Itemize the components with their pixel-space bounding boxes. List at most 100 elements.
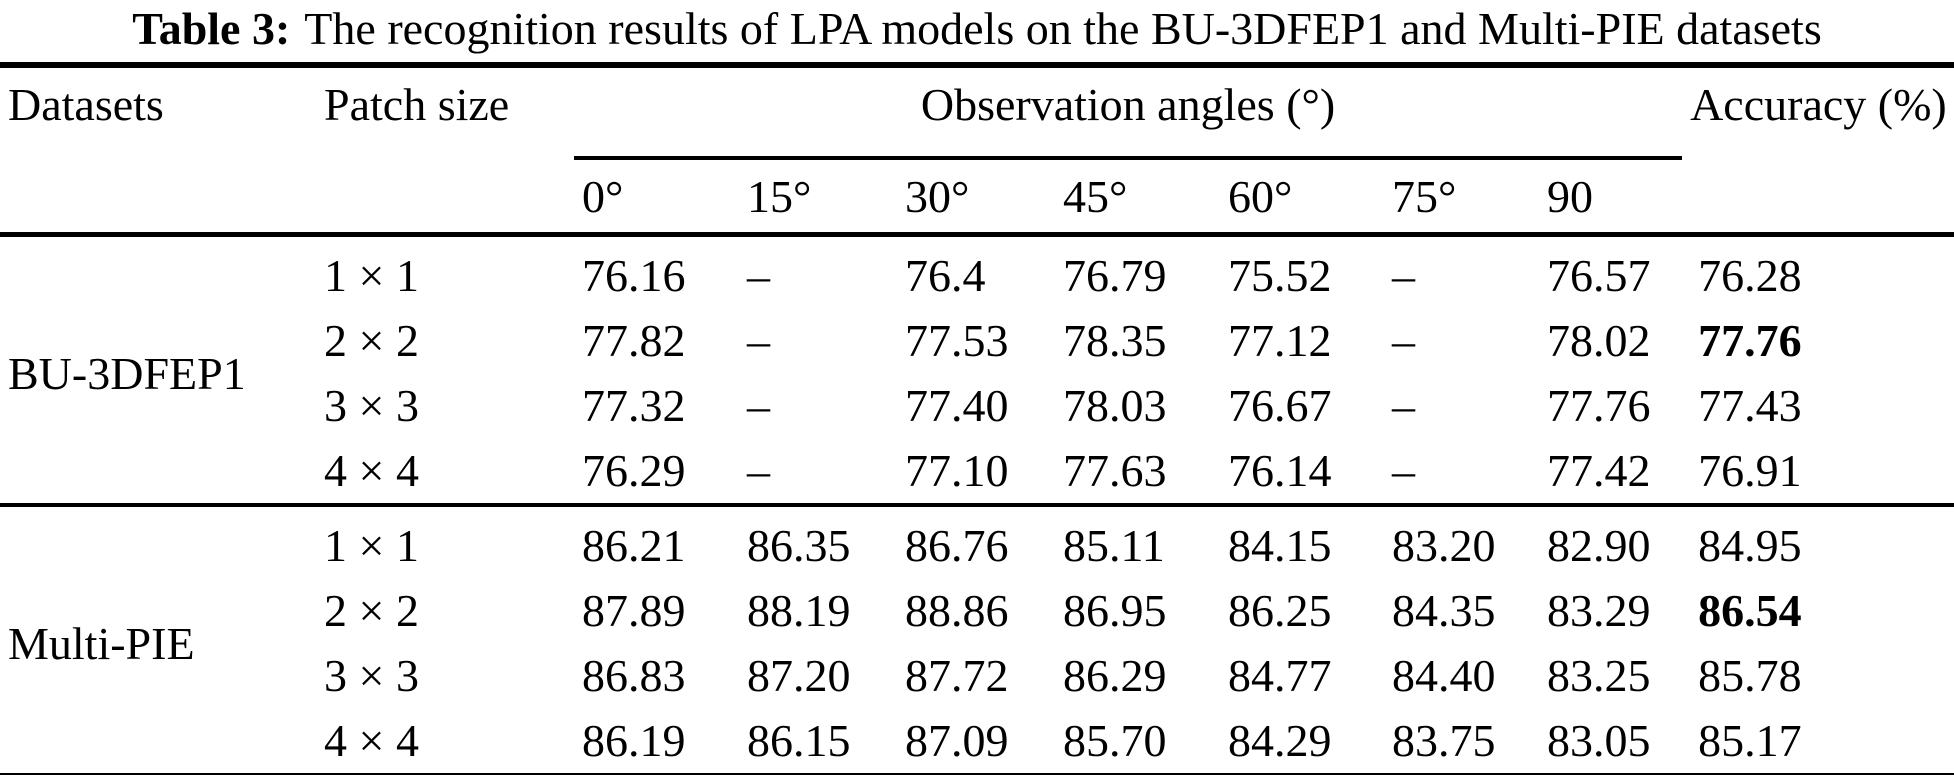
patch-size-cell: 2 × 2 <box>324 585 419 636</box>
angle-value-cell: 83.75 <box>1392 715 1496 766</box>
patch-size-cell: 3 × 3 <box>324 650 419 701</box>
angle-value-cell: 85.70 <box>1063 715 1167 766</box>
angle-value-cell: 76.79 <box>1063 250 1167 301</box>
angle-column-header: 90 <box>1547 170 1593 222</box>
angle-value-cell: 86.29 <box>1063 650 1167 701</box>
angle-value-cell: 88.86 <box>905 585 1009 636</box>
angle-value-cell: 86.95 <box>1063 585 1167 636</box>
angle-value-cell: 86.15 <box>747 715 851 766</box>
angle-value-cell: – <box>747 380 770 431</box>
table-row: BU-3DFEP1 1 × 1 76.16 – 76.4 76.79 75.52 – 76.57… <box>0 235 1954 399</box>
angle-value-cell: 87.89 <box>582 585 686 636</box>
angle-value-cell: 86.19 <box>582 715 686 766</box>
table-caption-label: Table 3: <box>132 3 291 54</box>
angle-value-cell: – <box>747 315 770 366</box>
column-header-observation-angles: Observation angles (°) <box>574 65 1683 160</box>
angle-value-cell: 76.29 <box>582 445 686 496</box>
accuracy-cell: 84.95 <box>1698 520 1802 571</box>
table-section: Multi-PIE 1 × 1 86.21 86.35 86.76 85.11 84.15 8… <box>0 505 1954 775</box>
angle-column-header: 75° <box>1392 170 1457 222</box>
angle-value-cell: 76.16 <box>582 250 686 301</box>
angle-column-header: 45° <box>1063 170 1128 222</box>
angle-value-cell: – <box>747 445 770 496</box>
angle-value-cell: 76.57 <box>1547 250 1651 301</box>
angle-value-cell: 77.40 <box>905 380 1009 431</box>
angle-value-cell: – <box>1392 380 1415 431</box>
patch-size-cell: 2 × 2 <box>324 315 419 366</box>
column-header-patch-size: Patch size <box>324 79 510 130</box>
accuracy-cell: 85.78 <box>1698 650 1802 701</box>
patch-size-cell: 4 × 4 <box>324 445 419 496</box>
accuracy-cell: 76.91 <box>1698 445 1802 496</box>
angle-column-header: 30° <box>905 170 970 222</box>
angle-value-cell: – <box>1392 445 1415 496</box>
angle-value-cell: 87.09 <box>905 715 1009 766</box>
angle-value-cell: 75.52 <box>1228 250 1332 301</box>
angle-value-cell: 84.15 <box>1228 520 1332 571</box>
angle-value-cell: 84.40 <box>1392 650 1496 701</box>
table-caption-text: The recognition results of LPA models on… <box>304 3 1822 54</box>
angle-value-cell: 78.02 <box>1547 315 1651 366</box>
angle-value-cell: – <box>1392 315 1415 366</box>
dataset-label: BU-3DFEP1 <box>8 347 246 399</box>
angle-value-cell: 87.72 <box>905 650 1009 701</box>
angle-value-cell: 77.32 <box>582 380 686 431</box>
column-header-datasets: Datasets <box>8 79 164 130</box>
angle-value-cell: 84.77 <box>1228 650 1332 701</box>
table-row: 3 × 3 77.32 – 77.40 78.03 76.67 – 77.76 77.43 <box>0 373 1954 438</box>
angle-value-cell: 77.42 <box>1547 445 1651 496</box>
angle-value-cell: 84.29 <box>1228 715 1332 766</box>
angle-value-cell: 77.12 <box>1228 315 1332 366</box>
angle-value-cell: 86.25 <box>1228 585 1332 636</box>
angle-column-header: 0° <box>582 170 624 222</box>
angle-value-cell: 86.76 <box>905 520 1009 571</box>
angle-value-cell: 76.14 <box>1228 445 1332 496</box>
angle-value-cell: – <box>1392 250 1415 301</box>
column-header-accuracy: Accuracy (%) <box>1690 79 1947 130</box>
angle-value-cell: 78.03 <box>1063 380 1167 431</box>
table-row: Multi-PIE 1 × 1 86.21 86.35 86.76 85.11 84.15 8… <box>0 505 1954 669</box>
patch-size-cell: 4 × 4 <box>324 715 419 766</box>
table-row: 2 × 2 77.82 – 77.53 78.35 77.12 – 78.02 77.76 <box>0 308 1954 373</box>
accuracy-cell: 77.76 <box>1698 315 1802 366</box>
angle-value-cell: 83.20 <box>1392 520 1496 571</box>
table-row: 4 × 4 86.19 86.15 87.09 85.70 84.29 83.75 83.05… <box>0 708 1954 775</box>
accuracy-cell: 77.43 <box>1698 380 1802 431</box>
angle-column-header: 15° <box>747 170 812 222</box>
angle-value-cell: 86.35 <box>747 520 851 571</box>
dataset-label: Multi-PIE <box>8 617 195 669</box>
angle-value-cell: 88.19 <box>747 585 851 636</box>
accuracy-cell: 86.54 <box>1698 585 1802 636</box>
angle-value-cell: 82.90 <box>1547 520 1651 571</box>
angle-value-cell: 77.10 <box>905 445 1009 496</box>
angle-value-cell: 77.76 <box>1547 380 1651 431</box>
header-row-main: Datasets Patch size Observation angles (… <box>0 65 1954 160</box>
angle-value-cell: 77.53 <box>905 315 1009 366</box>
patch-size-cell: 3 × 3 <box>324 380 419 431</box>
angle-value-cell: 85.11 <box>1063 520 1165 571</box>
table-header: Datasets Patch size Observation angles (… <box>0 65 1954 235</box>
angle-value-cell: 84.35 <box>1392 585 1496 636</box>
table-row: 4 × 4 76.29 – 77.10 77.63 76.14 – 77.42 76.91 <box>0 438 1954 505</box>
angle-value-cell: – <box>747 250 770 301</box>
angle-value-cell: 77.82 <box>582 315 686 366</box>
accuracy-cell: 76.28 <box>1698 250 1802 301</box>
patch-size-cell: 1 × 1 <box>324 520 419 571</box>
patch-size-cell: 1 × 1 <box>324 250 419 301</box>
angle-header-row: 0° 15° 30° 45° 60° 75° 90 <box>0 158 1954 235</box>
angle-column-header: 60° <box>1228 170 1293 222</box>
angle-value-cell: 83.29 <box>1547 585 1651 636</box>
accuracy-cell: 85.17 <box>1698 715 1802 766</box>
angle-value-cell: 76.67 <box>1228 380 1332 431</box>
angle-value-cell: 86.21 <box>582 520 686 571</box>
table-section: BU-3DFEP1 1 × 1 76.16 – 76.4 76.79 75.52 – 76.57… <box>0 235 1954 505</box>
angle-value-cell: 78.35 <box>1063 315 1167 366</box>
angle-value-cell: 76.4 <box>905 250 986 301</box>
angle-value-cell: 83.05 <box>1547 715 1651 766</box>
angle-value-cell: 87.20 <box>747 650 851 701</box>
results-table: Datasets Patch size Observation angles (… <box>0 62 1954 775</box>
table-row: 2 × 2 87.89 88.19 88.86 86.95 86.25 84.35 83.29… <box>0 578 1954 643</box>
table-row: 3 × 3 86.83 87.20 87.72 86.29 84.77 84.40 83.25… <box>0 643 1954 708</box>
angle-value-cell: 83.25 <box>1547 650 1651 701</box>
